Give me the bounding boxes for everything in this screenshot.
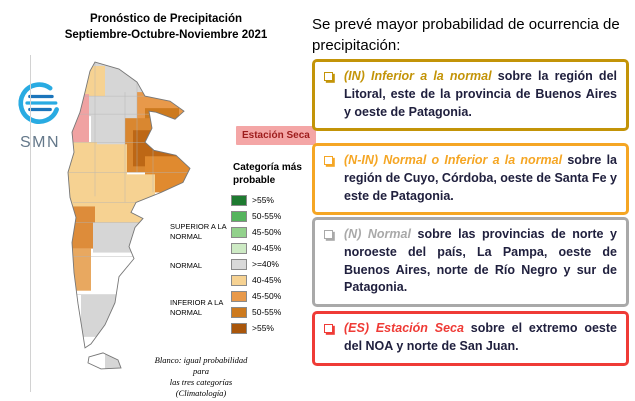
legend-item-label: 50-55% <box>252 211 282 221</box>
legend-color-swatch <box>231 194 247 206</box>
legend-color-swatch <box>231 306 247 318</box>
legend-color-swatch <box>231 322 247 334</box>
legend-item: 40-45% <box>231 272 281 288</box>
map-footnote-line1: Blanco: igual probabilidad para <box>154 355 248 377</box>
forecast-box-content: (ES) Estación Seca sobre el extremo oest… <box>323 320 617 356</box>
legend-group-label-normal: NORMAL <box>170 261 203 270</box>
forecast-highlight: (IN) Inferior a la normal <box>344 69 492 83</box>
legend-item: 45-50% <box>231 288 281 304</box>
legend-item-label: 50-55% <box>252 307 282 317</box>
checkbox-bullet-icon <box>324 156 333 165</box>
legend: >55% 50-55% 45-50% 40-45% >=40% 40-45% 4… <box>231 192 281 336</box>
legend-color-swatch <box>231 274 247 286</box>
forecast-body: sobre las provincias de norte y noroeste… <box>344 227 617 295</box>
forecast-box-content: (N-IN) Normal o Inferior a la normal sob… <box>323 152 617 205</box>
legend-color-swatch <box>231 242 247 254</box>
argentina-outline <box>67 61 191 349</box>
forecast-body: sobre el extremo oeste del NOA y norte d… <box>344 321 617 353</box>
legend-item-label: >=40% <box>252 259 279 269</box>
legend-item-label: >55% <box>252 195 274 205</box>
forecast-highlight: (N-IN) Normal o Inferior a la normal <box>344 153 563 167</box>
forecast-box-text: (N) Normal sobre las provincias de norte… <box>344 226 617 297</box>
forecast-highlight: (ES) Estación Seca <box>344 321 464 335</box>
map-title-line1: Pronóstico de Precipitación <box>89 13 243 25</box>
figure-frame-line <box>30 55 31 392</box>
forecast-box-content: (N) Normal sobre las provincias de norte… <box>323 226 617 297</box>
forecast-body: sobre la región del Litoral, este de la … <box>344 69 617 119</box>
legend-item-label: 45-50% <box>252 291 282 301</box>
argentina-precipitation-map <box>67 61 191 370</box>
map-footnote-line2: las tres categorías (Climatología) <box>169 377 233 399</box>
legend-item: >55% <box>231 320 281 336</box>
legend-color-swatch <box>231 290 247 302</box>
legend-group-label-inferior: INFERIOR A LA NORMAL <box>170 298 223 317</box>
estacion-seca-badge: Estación Seca <box>236 126 316 145</box>
forecast-highlight: (N) Normal <box>344 227 411 241</box>
legend-group-label-superior: SUPERIOR A LA NORMAL <box>170 222 227 241</box>
legend-item-label: 40-45% <box>252 243 282 253</box>
map-title: Pronóstico de Precipitación Septiembre-O… <box>48 12 284 43</box>
checkbox-bullet-icon <box>324 72 333 81</box>
legend-color-swatch <box>231 258 247 270</box>
legend-item-label: >55% <box>252 323 274 333</box>
forecast-box-normal: (N) Normal sobre las provincias de norte… <box>312 217 629 307</box>
forecast-box-estacion-seca: (ES) Estación Seca sobre el extremo oest… <box>312 311 629 366</box>
legend-item: >55% <box>231 192 281 208</box>
legend-item-label: 40-45% <box>252 275 282 285</box>
map-title-line2: Septiembre-Octubre-Noviembre 2021 <box>64 28 268 41</box>
checkbox-bullet-icon <box>324 230 333 239</box>
tierra-del-fuego-outline <box>87 352 122 370</box>
legend-item: 40-45% <box>231 240 281 256</box>
checkbox-bullet-icon <box>324 324 333 333</box>
smn-logo: SMN <box>12 78 68 152</box>
legend-item: 50-55% <box>231 304 281 320</box>
forecast-box-text: (N-IN) Normal o Inferior a la normal sob… <box>344 152 617 205</box>
forecast-box-normal-inferior: (N-IN) Normal o Inferior a la normal sob… <box>312 143 629 216</box>
forecast-box-text: (ES) Estación Seca sobre el extremo oest… <box>344 320 617 356</box>
legend-title: Categoría más probable <box>233 162 302 186</box>
legend-item: 50-55% <box>231 208 281 224</box>
legend-item-label: 45-50% <box>252 227 282 237</box>
smn-logo-text: SMN <box>19 134 61 151</box>
intro-text: Se prevé mayor probabilidad de ocurrenci… <box>312 16 620 54</box>
legend-color-swatch <box>231 226 247 238</box>
map-footnote: Blanco: igual probabilidad para las tres… <box>146 355 256 399</box>
forecast-box-text: (IN) Inferior a la normal sobre la regió… <box>344 68 617 121</box>
forecast-box-inferior: (IN) Inferior a la normal sobre la regió… <box>312 59 629 132</box>
forecast-body: sobre la región de Cuyo, Córdoba, oeste … <box>344 153 618 203</box>
legend-item: >=40% <box>231 256 281 272</box>
forecast-box-content: (IN) Inferior a la normal sobre la regió… <box>323 68 617 121</box>
legend-item: 45-50% <box>231 224 281 240</box>
smn-logo-icon <box>18 82 59 124</box>
legend-color-swatch <box>231 210 247 222</box>
